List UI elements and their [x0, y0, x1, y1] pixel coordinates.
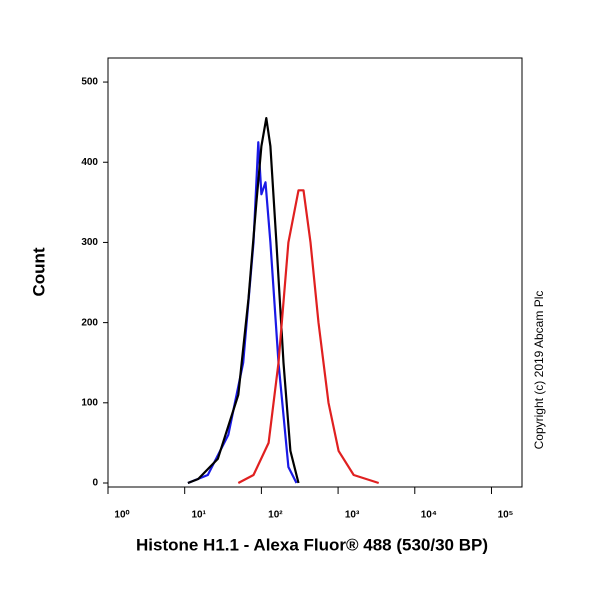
copyright: Copyright (c) 2019 Abcam Plc: [532, 291, 546, 450]
plot-frame: [107, 57, 523, 488]
y-tick-label: 300: [81, 237, 98, 248]
x-tick-label: 10³: [345, 510, 360, 521]
x-tick-label: 10²: [268, 510, 283, 521]
y-axis-label: Count: [29, 247, 48, 296]
histogram-line: [237, 189, 380, 485]
y-tick-label: 0: [92, 478, 98, 489]
y-tick-label: 500: [81, 77, 98, 88]
histogram-line: [187, 116, 300, 485]
y-tick-label: 400: [81, 157, 98, 168]
y-tick-label: 100: [81, 397, 98, 408]
x-axis-label: Histone H1.1 - Alexa Fluor® 488 (530/30 …: [136, 535, 488, 554]
y-tick-label: 200: [81, 317, 98, 328]
x-tick-label: 10⁵: [498, 510, 514, 521]
x-tick-label: 10⁰: [114, 510, 129, 521]
x-tick-label: 10⁴: [421, 510, 437, 521]
x-tick-label: 10¹: [191, 510, 206, 521]
